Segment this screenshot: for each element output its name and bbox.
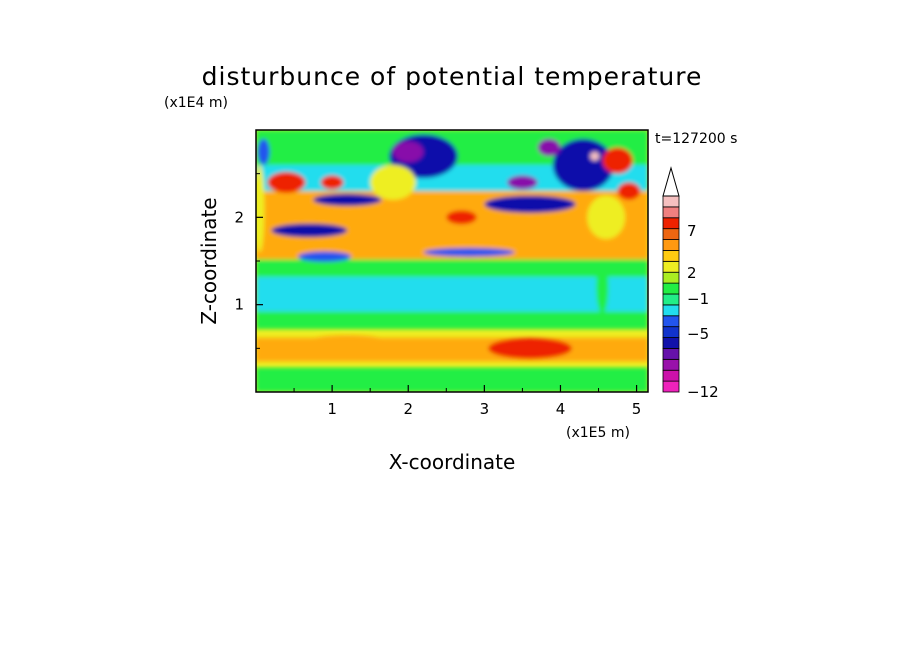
colorbar-extend-arrow	[662, 166, 680, 197]
x-tick-label: 5	[632, 400, 642, 418]
field-blob-13	[320, 175, 344, 190]
x-scale-label: (x1E5 m)	[566, 425, 630, 441]
colorbar-segment	[662, 228, 680, 240]
field-blob-22	[257, 138, 270, 165]
field-blob-7	[393, 141, 424, 163]
field-band-green-bottom	[256, 367, 648, 392]
field-blob-3	[423, 247, 515, 257]
x-tick-label: 2	[403, 400, 413, 418]
colorbar-segment	[662, 369, 680, 382]
colorbar-segment	[662, 260, 680, 273]
colorbar-segment	[662, 337, 680, 349]
y-axis-ticks: 12	[234, 173, 263, 349]
colorbar-label: −5	[687, 325, 709, 343]
time-label: t=127200 s	[655, 131, 737, 147]
colorbar-label: 2	[687, 264, 697, 282]
field-band-cyan	[256, 276, 648, 312]
field-blob-9	[507, 175, 538, 190]
colorbar-label: −1	[687, 290, 709, 308]
colorbar-segment	[662, 239, 680, 251]
field-blob-12	[267, 171, 306, 193]
colorbar-segment	[662, 271, 680, 284]
colorbar-segment	[662, 348, 680, 360]
colorbar-segment	[662, 326, 680, 338]
field-blob-17	[617, 182, 641, 200]
field-blob-18	[370, 164, 416, 200]
colorbar-segment	[662, 206, 680, 219]
colorbar-segment	[662, 358, 680, 371]
x-axis-ticks: 1 2 3 4 5	[293, 385, 642, 418]
field-blob-14	[446, 210, 477, 225]
field-blob-5	[484, 195, 576, 213]
x-tick-label: 1	[327, 400, 337, 418]
field-blob-8	[313, 193, 382, 206]
field-blob-10	[552, 138, 614, 192]
field-blob-16	[590, 151, 600, 161]
y-axis-label: Z-coordinate	[197, 197, 221, 324]
y-tick-label: 2	[234, 208, 244, 226]
colorbar-label: −12	[687, 383, 719, 401]
field-blob-1	[301, 335, 394, 353]
colorbar-segment	[662, 315, 680, 328]
y-tick-label: 1	[234, 296, 244, 314]
colorbar-label: 7	[687, 222, 697, 240]
field-blob-19	[587, 195, 626, 240]
colorbar-segment	[662, 293, 680, 306]
field-band-green-mid	[256, 311, 648, 330]
y-scale-label: (x1E4 m)	[164, 95, 228, 111]
colorbar-segment	[662, 250, 680, 262]
colorbar-segment	[662, 304, 680, 317]
field-blob-0	[488, 337, 572, 359]
field-blob-2	[297, 251, 352, 262]
x-tick-label: 3	[480, 400, 490, 418]
colorbar-segment	[662, 380, 680, 393]
field-blob-15	[602, 147, 633, 174]
field-blob-20	[596, 261, 609, 314]
colorbar: 7 2 −1 −5 −12	[662, 166, 719, 401]
field-blob-21	[256, 164, 265, 253]
field-band-green-upper	[256, 259, 648, 277]
colorbar-segment	[662, 195, 680, 208]
colorbar-segment	[662, 217, 680, 230]
contour-field	[256, 130, 648, 392]
x-tick-label: 4	[556, 400, 566, 418]
chart-title: disturbunce of potential temperature	[202, 62, 703, 91]
colorbar-segment	[662, 282, 680, 295]
field-blob-4	[271, 223, 348, 238]
field-blob-11	[537, 138, 561, 157]
x-axis-label: X-coordinate	[389, 450, 516, 474]
